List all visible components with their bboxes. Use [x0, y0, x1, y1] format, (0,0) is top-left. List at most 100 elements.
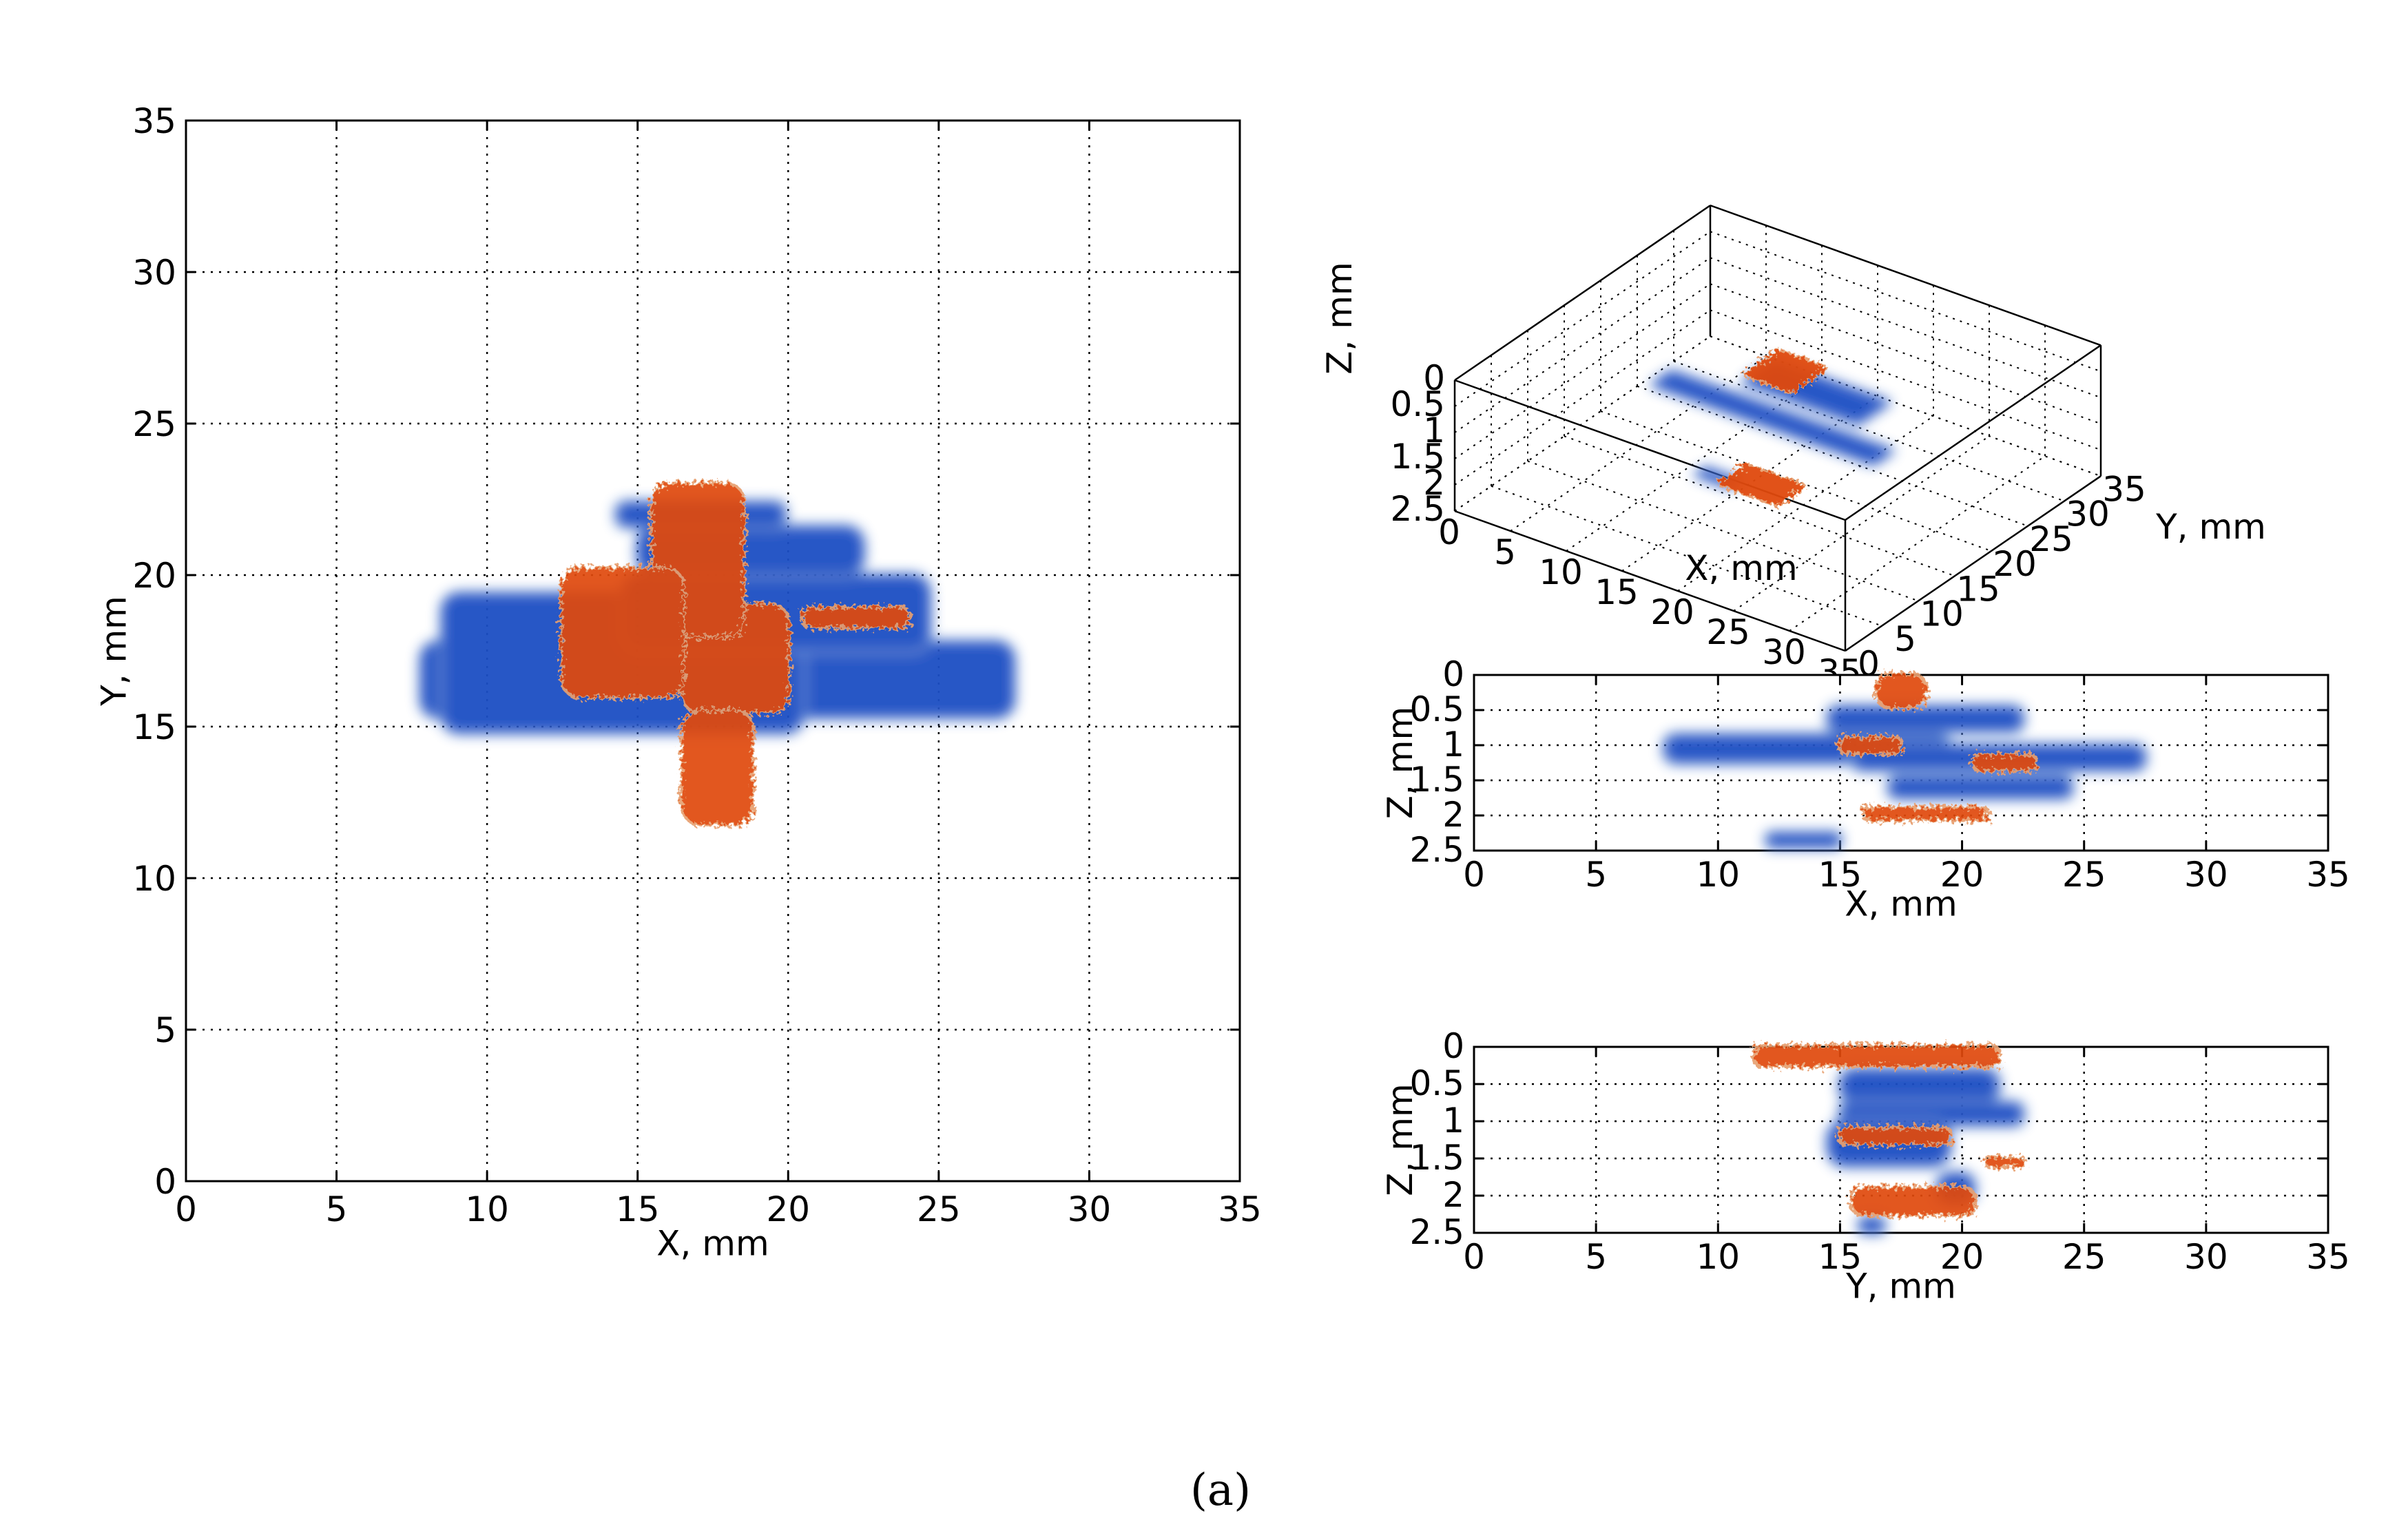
blue-region [1652, 371, 1893, 465]
y-tick-label: 2.5 [1409, 1212, 1464, 1252]
back-wall-grid-z [1710, 283, 2101, 425]
back-wall-grid-z [1710, 231, 2101, 373]
x-tick-label: 0 [1463, 855, 1485, 895]
floor-grid-x [1733, 435, 1990, 612]
x-tick-label: 35 [1218, 1189, 1262, 1229]
orange-series [1752, 1044, 2026, 1217]
x-tick-label: 0 [1463, 1237, 1485, 1277]
x-tick-label: 20 [1940, 855, 1984, 895]
y-tick-label: 15 [1956, 569, 2000, 609]
x-axis-label: X, mm [1845, 884, 1957, 924]
x-tick-label: 10 [1696, 855, 1740, 895]
side-wall-grid-z [1454, 231, 1711, 407]
y-tick-label: 1.5 [1409, 760, 1464, 800]
floor-grid-x [1510, 355, 1767, 532]
x-tick-label: 20 [766, 1189, 810, 1229]
y-axis-label: Z, mm [1380, 707, 1420, 819]
orange-region [683, 711, 752, 824]
x-tick-label: 25 [2062, 1237, 2106, 1277]
y-tick-label: 1 [1442, 1101, 1464, 1141]
x-tick-label: 5 [326, 1189, 348, 1229]
z-axis-label: Z, mm [1320, 262, 1360, 374]
x-axis-label: X, mm [1685, 548, 1797, 588]
y-axis-label: Y, mm [2155, 507, 2266, 547]
box-edge [1845, 475, 2101, 652]
xyz-3d-panel: 0 5 10 15 20 25 30 350510152025303500.511.522.5… [1320, 205, 2266, 692]
y-tick-label: 20 [132, 556, 176, 596]
y-tick-label: 2.5 [1409, 830, 1464, 870]
blue-region [1889, 776, 2072, 798]
x-tick-label: 30 [1762, 632, 1806, 672]
y-tick-label: 25 [132, 404, 176, 444]
y-tick-label: 30 [2066, 495, 2110, 534]
x-tick-label: 30 [1068, 1189, 1112, 1229]
box-edge [1454, 205, 1711, 382]
back-wall-grid-z [1710, 309, 2101, 451]
y-tick-label: 0 [1442, 1026, 1464, 1066]
x-tick-label: 30 [2184, 855, 2228, 895]
back-wall-grid-z [1710, 257, 2101, 399]
z-tick-label: 2 [1423, 463, 1445, 503]
orange-region [1840, 738, 1901, 753]
x-tick-label: 15 [1818, 1237, 1862, 1277]
box-edge [1845, 344, 2101, 521]
floor-grid-y [1637, 385, 2028, 527]
y-tick-label: 0 [1442, 654, 1464, 694]
y-tick-label: 0.5 [1409, 1063, 1464, 1103]
blue-region [1859, 1218, 1885, 1233]
y-tick-label: 5 [154, 1010, 176, 1050]
orange-region [1852, 1188, 1975, 1214]
x-tick-label: 20 [1940, 1237, 1984, 1277]
floor-grid-x [1789, 455, 2046, 632]
floor-grid-y [1600, 410, 1992, 552]
side-wall-grid-z [1454, 335, 1711, 512]
z-tick-label: 0 [1423, 358, 1445, 398]
y-axis-label: Z, mm [1380, 1083, 1420, 1196]
orange-region [1745, 351, 1825, 392]
z-tick-label: 2.5 [1390, 489, 1445, 529]
x-tick-label: 25 [2062, 855, 2106, 895]
y-tick-label: 0 [154, 1162, 176, 1202]
y-tick-label: 25 [2029, 519, 2073, 559]
orange-region [1876, 675, 1926, 707]
orange-series [559, 481, 912, 826]
floor-grid-y [1491, 485, 1882, 627]
floor-grid-y [1527, 460, 1919, 602]
x-tick-label: 0 [175, 1189, 197, 1229]
orange-region [1754, 1047, 1999, 1065]
floor-grid-y [1673, 360, 2065, 502]
side-wall-grid-z [1454, 309, 1711, 486]
x-tick-label: 20 [1650, 592, 1694, 632]
y-tick-label: 15 [132, 707, 176, 747]
x-tick-label: 10 [465, 1189, 509, 1229]
x-axis-label: Y, mm [1845, 1267, 1956, 1307]
x-tick-label: 35 [2306, 1237, 2350, 1277]
y-tick-label: 30 [132, 253, 176, 293]
x-tick-label: 10 [1539, 552, 1583, 592]
orange-region [1840, 1128, 1950, 1144]
y-tick-label: 5 [1894, 619, 1916, 659]
floor-grid-x [1566, 375, 1823, 552]
y-axis-label: Y, mm [94, 596, 134, 707]
x-tick-label: 30 [2184, 1237, 2228, 1277]
figure-caption: (a) [1190, 1465, 1251, 1516]
orange-region [562, 569, 683, 696]
y-tick-label: 35 [2102, 469, 2146, 509]
y-tick-label: 1 [1442, 725, 1464, 764]
orange-region [1719, 464, 1804, 506]
y-tick-label: 1.5 [1409, 1138, 1464, 1178]
orange-series [1837, 672, 2038, 822]
y-tick-label: 35 [132, 101, 176, 141]
x-tick-label: 15 [1818, 855, 1862, 895]
x-tick-label: 25 [917, 1189, 961, 1229]
box-edge [1454, 510, 1846, 652]
x-tick-label: 35 [2306, 855, 2350, 895]
blue-region [1767, 833, 1840, 847]
x-tick-label: 15 [616, 1189, 660, 1229]
side-wall-grid-z [1454, 257, 1711, 433]
orange-region [1986, 1158, 2024, 1166]
floor-grid-y [1564, 435, 1955, 577]
